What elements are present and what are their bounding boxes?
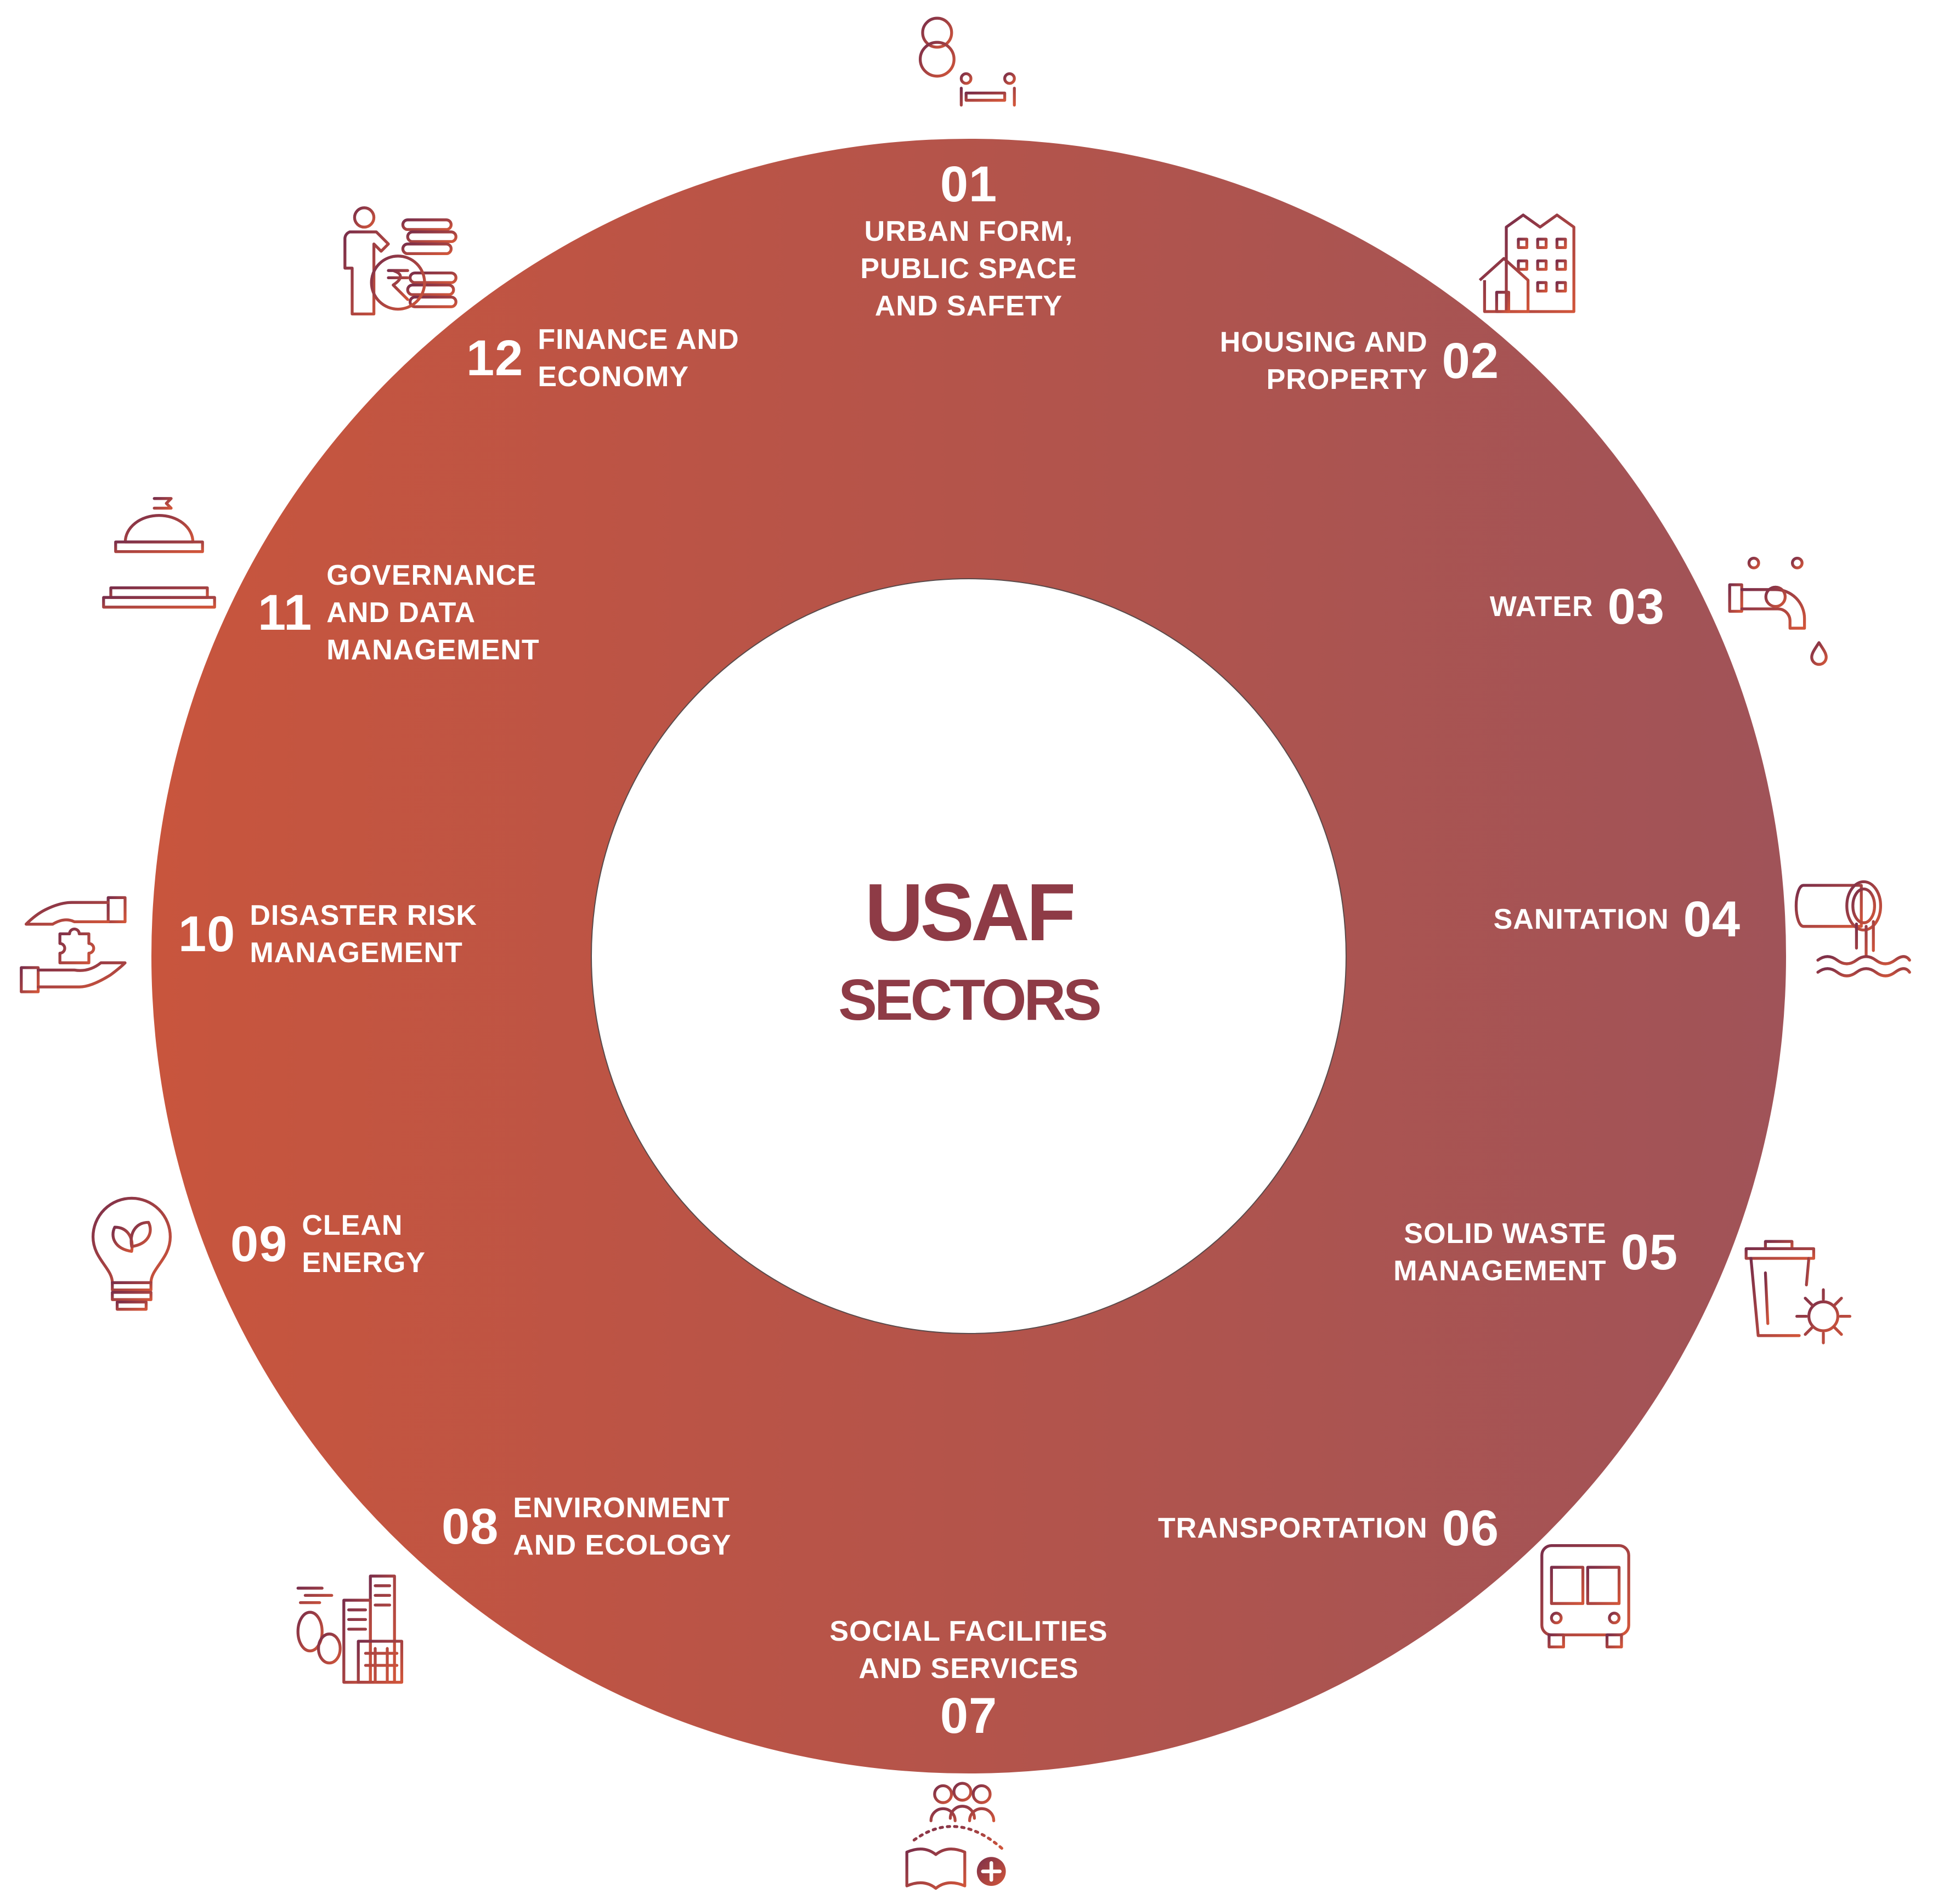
sector-name: DISASTER RISK MANAGEMENT — [250, 900, 477, 969]
sector-name: URBAN FORM, PUBLIC SPACE AND SAFETY — [860, 216, 1077, 322]
finance-coins-icon — [340, 203, 461, 324]
government-building-icon — [99, 494, 219, 614]
sector-name: SANITATION — [1493, 903, 1669, 935]
lightbulb-leaf-icon — [71, 1196, 192, 1317]
sector-name: HOUSING AND PROPERTY — [1219, 326, 1428, 396]
sector-05-label: 05 SOLID WASTE MANAGEMENT — [1393, 1215, 1678, 1290]
sector-name: WATER — [1489, 591, 1594, 623]
sector-name: CLEAN ENERGY — [302, 1210, 426, 1279]
bus-icon — [1525, 1536, 1646, 1657]
sector-number: 08 — [442, 1499, 499, 1555]
sector-number: 07 — [940, 1688, 998, 1744]
sector-name: GOVERNANCE AND DATA MANAGEMENT — [326, 560, 540, 666]
sector-06-label: 06 TRANSPORTATION — [1158, 1503, 1499, 1553]
sector-04-label: 04 SANITATION — [1494, 894, 1741, 945]
hands-puzzle-icon — [16, 883, 137, 1004]
housing-icon — [1470, 203, 1591, 324]
sector-07-label: 07 SOCIAL FACILITIES AND SERVICES — [810, 1613, 1128, 1741]
sector-08-label: 08 ENVIRONMENT AND ECOLOGY — [442, 1489, 731, 1564]
park-bench-icon — [911, 11, 1031, 132]
water-tap-icon — [1722, 549, 1843, 669]
sector-number: 06 — [1442, 1500, 1499, 1556]
sector-number: 04 — [1683, 891, 1741, 947]
sector-number: 09 — [230, 1216, 288, 1272]
sector-name: TRANSPORTATION — [1158, 1512, 1428, 1544]
diagram-subtitle: SECTORS — [838, 968, 1102, 1032]
city-trees-icon — [291, 1569, 411, 1690]
sector-number: 03 — [1607, 579, 1665, 635]
sector-number: 12 — [466, 330, 524, 386]
sector-03-label: 03 WATER — [1490, 581, 1665, 632]
sector-09-label: 09 CLEAN ENERGY — [230, 1207, 426, 1281]
sector-10-label: 10 DISASTER RISK MANAGEMENT — [178, 897, 477, 971]
sector-name: ENVIRONMENT AND ECOLOGY — [513, 1492, 732, 1561]
donut-ring — [151, 139, 1786, 1773]
sector-name: FINANCE AND ECONOMY — [538, 324, 739, 393]
sector-number: 02 — [1442, 333, 1499, 389]
sector-number: 05 — [1620, 1224, 1678, 1280]
sector-name: SOCIAL FACILITIES AND SERVICES — [829, 1615, 1108, 1685]
waste-bin-gear-icon — [1739, 1234, 1860, 1355]
sector-number: 11 — [258, 585, 313, 641]
diagram-title: USAF — [865, 867, 1076, 958]
sector-name: SOLID WASTE MANAGEMENT — [1393, 1218, 1607, 1287]
sector-02-label: 02 HOUSING AND PROPERTY — [1220, 324, 1499, 398]
center-hole — [591, 578, 1347, 1334]
drain-pipe-icon — [1794, 861, 1914, 982]
sector-11-label: 11 GOVERNANCE AND DATA MANAGEMENT — [258, 557, 540, 669]
sector-12-label: 12 FINANCE AND ECONOMY — [466, 321, 739, 396]
sector-number: 01 — [940, 156, 998, 212]
social-services-icon — [900, 1777, 1020, 1898]
sector-number: 10 — [178, 906, 236, 962]
sector-01-label: 01 URBAN FORM, PUBLIC SPACE AND SAFETY — [826, 159, 1111, 325]
